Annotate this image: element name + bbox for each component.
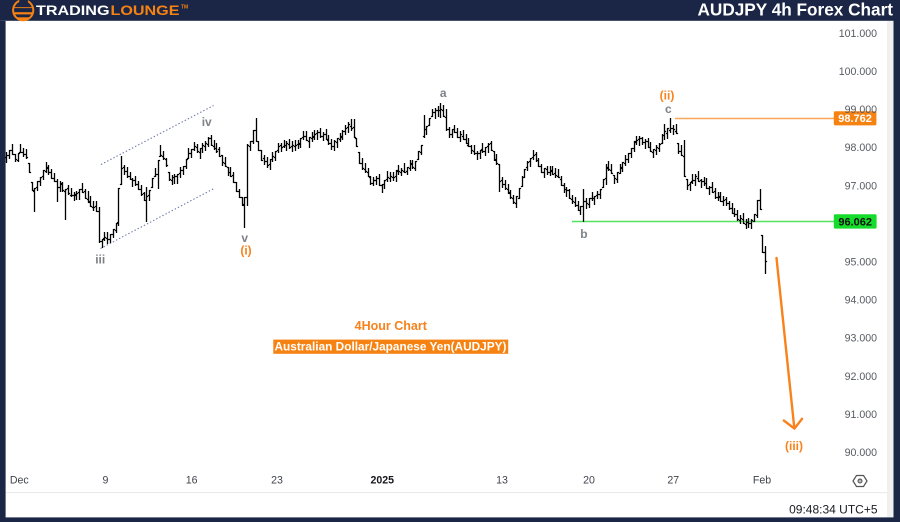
svg-text:20: 20 [583, 474, 595, 486]
svg-text:93.000: 93.000 [845, 333, 878, 345]
svg-text:100.000: 100.000 [839, 66, 877, 78]
svg-text:13: 13 [496, 474, 508, 486]
svg-text:98.762: 98.762 [838, 113, 872, 125]
svg-text:LOUNGE: LOUNGE [111, 3, 180, 18]
svg-text:v: v [241, 231, 248, 245]
svg-text:c: c [665, 102, 672, 116]
svg-text:(ii): (ii) [660, 89, 675, 103]
svg-text:91.000: 91.000 [845, 409, 878, 421]
svg-text:16: 16 [186, 474, 198, 486]
svg-text:(i): (i) [240, 244, 251, 258]
svg-text:TM: TM [181, 5, 188, 11]
svg-text:98.000: 98.000 [845, 142, 878, 154]
svg-text:96.062: 96.062 [838, 216, 872, 228]
svg-text:Australian Dollar/Japanese Yen: Australian Dollar/Japanese Yen(AUDJPY) [275, 340, 507, 354]
svg-text:09:48:34 UTC+5: 09:48:34 UTC+5 [789, 503, 878, 517]
svg-text:101.000: 101.000 [839, 28, 877, 40]
svg-text:95.000: 95.000 [845, 257, 878, 269]
svg-text:99.000: 99.000 [845, 104, 878, 116]
svg-text:90.000: 90.000 [845, 447, 878, 459]
svg-text:iv: iv [202, 115, 212, 129]
svg-text:AUDJPY 4h Forex Chart: AUDJPY 4h Forex Chart [698, 0, 894, 20]
svg-text:TRADING: TRADING [36, 3, 110, 18]
svg-text:(iii): (iii) [785, 439, 803, 453]
svg-text:Feb: Feb [753, 474, 771, 486]
svg-text:Dec: Dec [10, 474, 30, 486]
svg-text:27: 27 [667, 474, 679, 486]
svg-text:a: a [440, 86, 447, 100]
svg-text:94.000: 94.000 [845, 295, 878, 307]
svg-text:9: 9 [103, 474, 109, 486]
svg-text:iii: iii [95, 252, 105, 266]
svg-text:b: b [580, 227, 587, 241]
svg-text:4Hour Chart: 4Hour Chart [355, 319, 428, 333]
svg-text:92.000: 92.000 [845, 371, 878, 383]
svg-text:2025: 2025 [371, 474, 395, 486]
svg-text:97.000: 97.000 [845, 180, 878, 192]
svg-text:23: 23 [271, 474, 283, 486]
